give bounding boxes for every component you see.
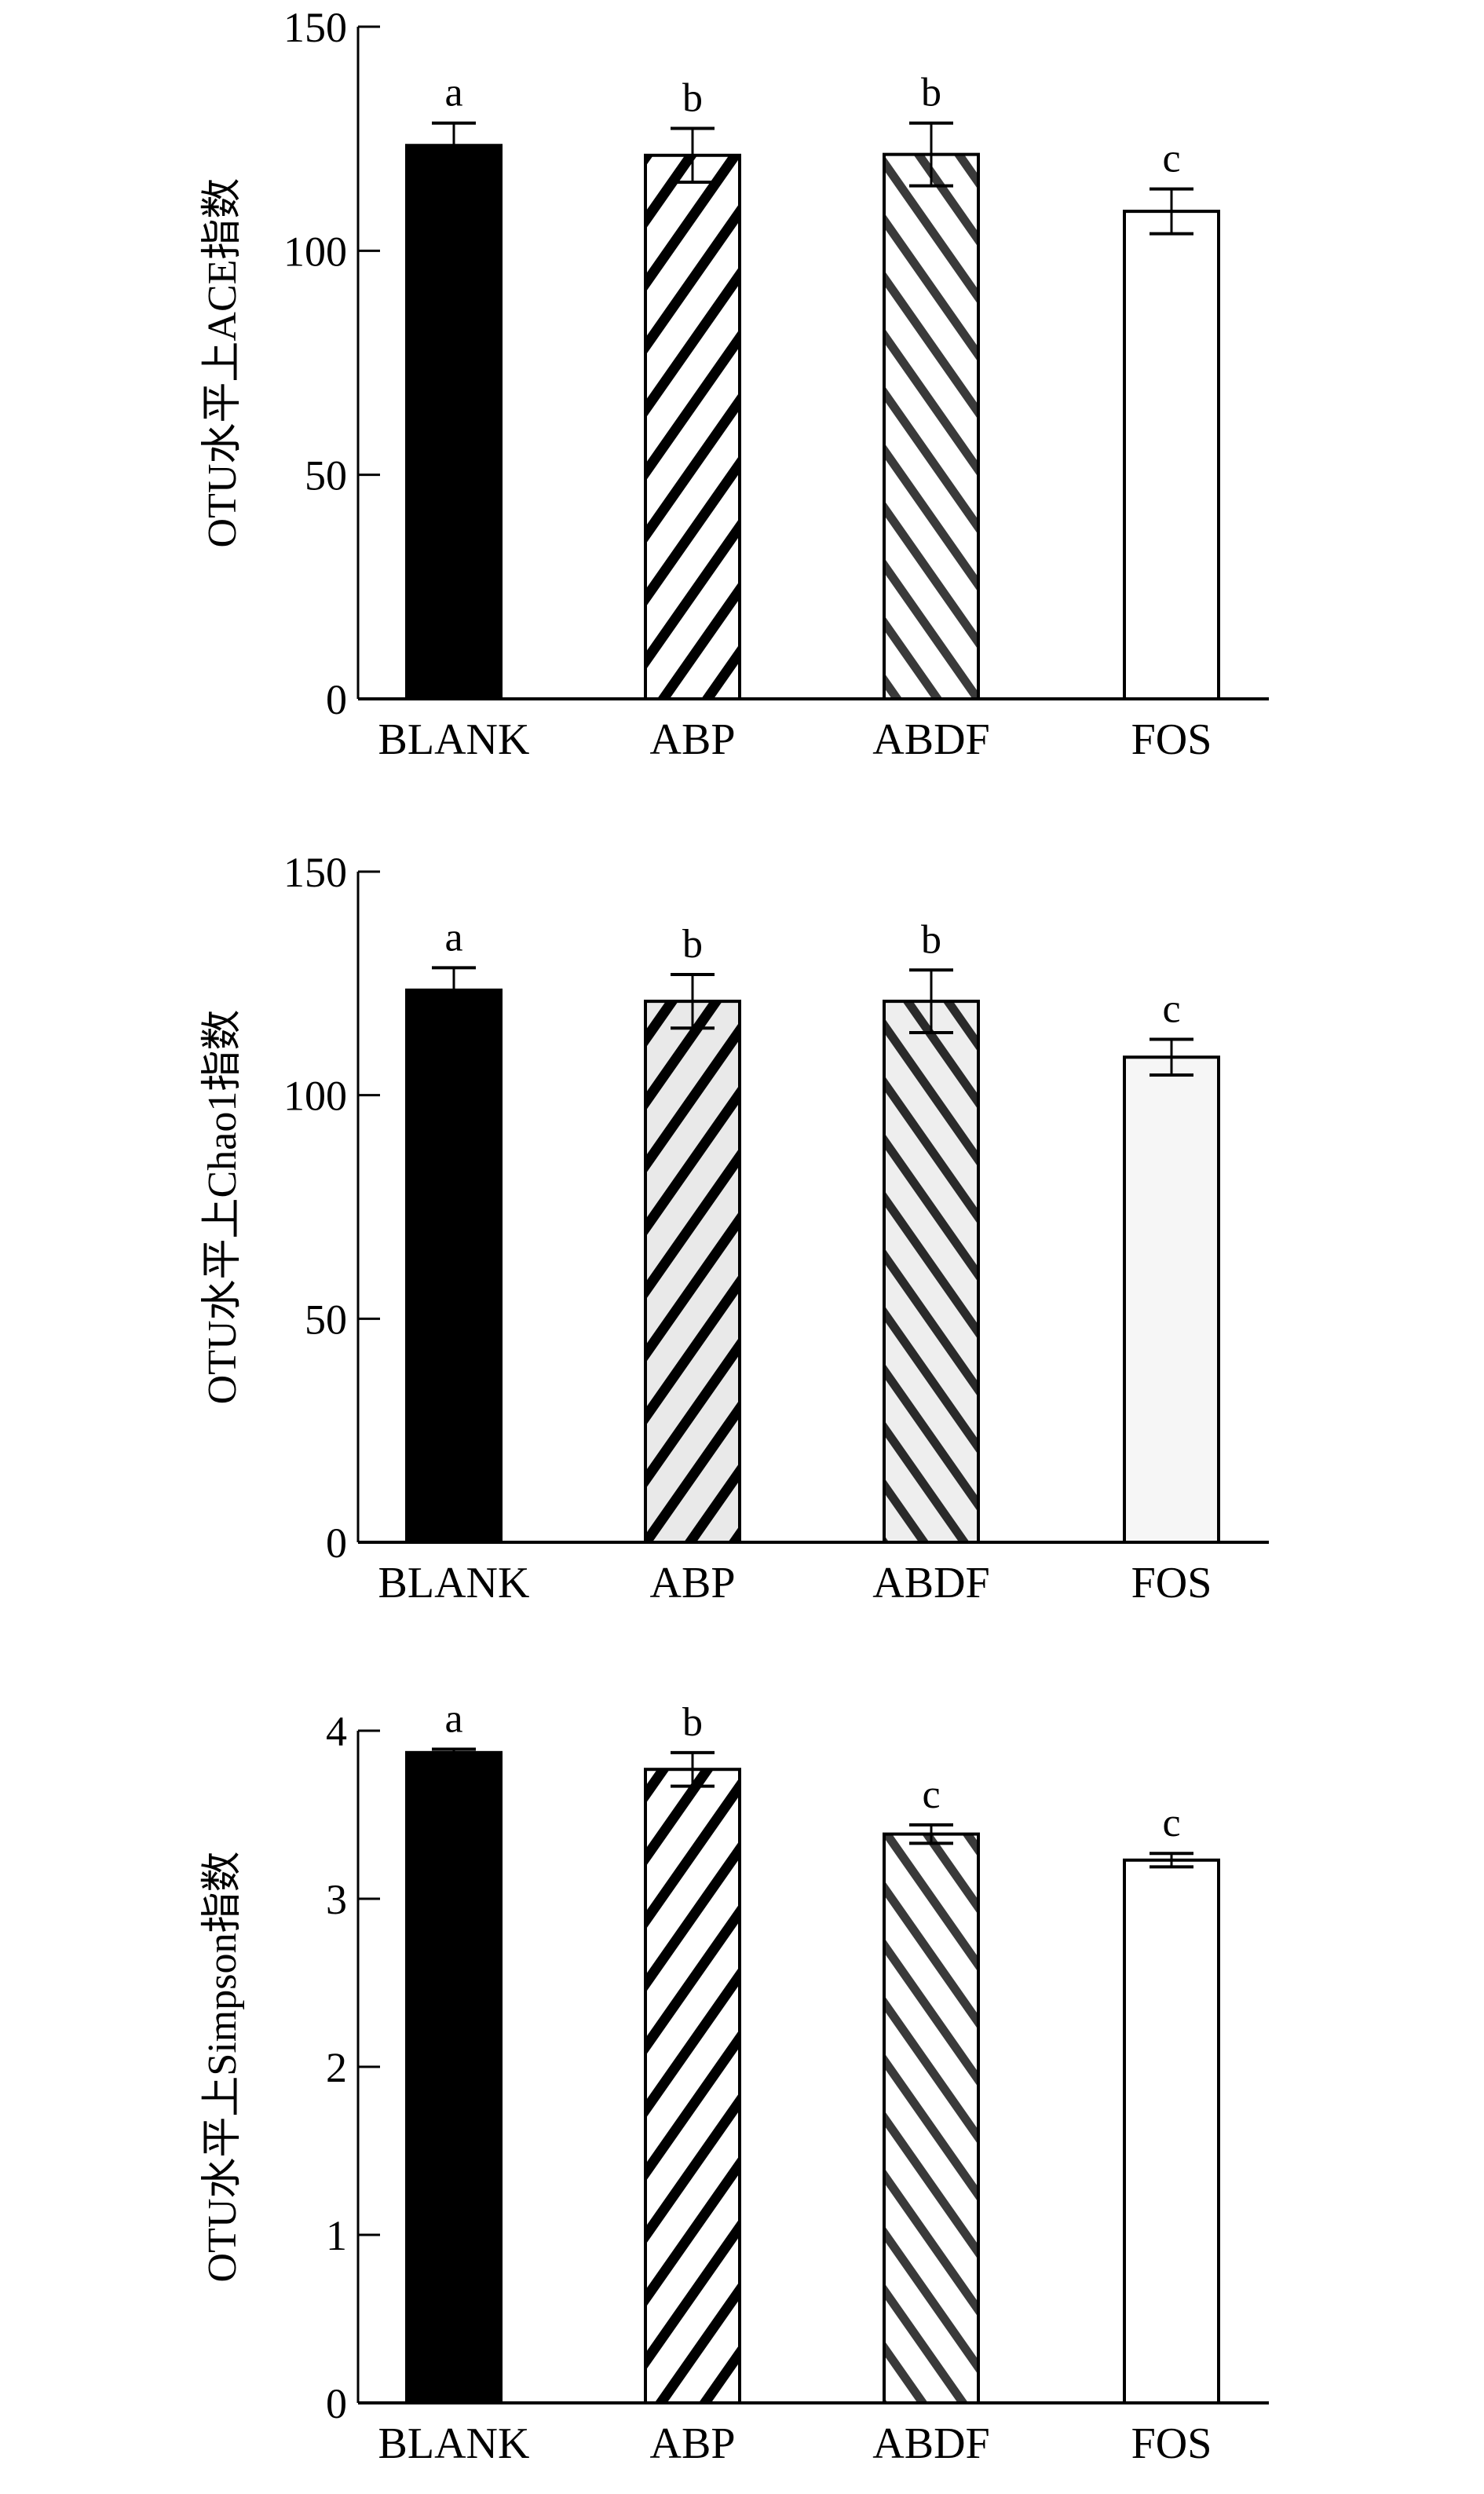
bar-blank [405, 144, 503, 700]
significance-letter: a [444, 915, 462, 960]
x-tick-label: ABP [650, 2419, 736, 2468]
significance-letter: b [682, 922, 703, 967]
y-tick-label: 0 [326, 2380, 347, 2427]
bar-blank [405, 988, 503, 1544]
y-tick-label: 50 [305, 452, 347, 499]
x-tick-label: ABDF [872, 2419, 989, 2468]
x-tick-label: FOS [1131, 2419, 1212, 2468]
x-tick-label: FOS [1131, 715, 1212, 764]
bar-abdf [883, 1000, 980, 1544]
y-tick-label: 150 [283, 4, 347, 51]
y-tick-label: 50 [305, 1296, 347, 1343]
y-tick-label: 3 [326, 1876, 347, 1923]
x-tick-label: ABP [650, 1559, 736, 1607]
y-tick-label: 150 [283, 849, 347, 896]
y-tick-label: 2 [326, 2044, 347, 2091]
y-tick-label: 1 [326, 2212, 347, 2259]
x-tick-label: BLANK [378, 1559, 530, 1607]
significance-letter: a [444, 71, 462, 115]
significance-letter: b [921, 917, 941, 962]
x-tick-label: ABP [650, 715, 736, 764]
bar-abp [644, 1000, 741, 1544]
bar-fos [1123, 1055, 1220, 1544]
bar-blank [405, 1750, 503, 2405]
y-tick-label: 0 [326, 1519, 347, 1567]
y-axis-title: OTU水平上Chao1指数 [200, 1010, 245, 1405]
chart-panel-1: 0 50 100 150 OTU水平上ACE指数 a BLANK b ABP b ABDF c FOS [200, 4, 1269, 764]
x-tick-label: ABDF [872, 1559, 989, 1607]
bar-abdf [883, 152, 980, 700]
significance-letter: c [1162, 1801, 1180, 1845]
significance-letter: c [1162, 137, 1180, 181]
significance-letter: a [444, 1697, 462, 1742]
chart-panel-3: 0 1 2 3 4 OTU水平上Simpson指数 a BLANK b ABP c ABDF c FOS [200, 1697, 1269, 2468]
bar-fos [1123, 1858, 1220, 2404]
x-tick-label: FOS [1131, 1559, 1212, 1607]
y-axis-title: OTU水平上Simpson指数 [200, 1852, 245, 2283]
bar-fos [1123, 210, 1220, 700]
y-tick-label: 100 [283, 228, 347, 275]
x-tick-label: BLANK [378, 2419, 530, 2468]
y-tick-label: 4 [326, 1708, 347, 1755]
significance-letter: b [921, 71, 941, 115]
bar-abp [644, 1768, 741, 2404]
significance-letter: c [1162, 987, 1180, 1032]
x-tick-label: ABDF [872, 715, 989, 764]
y-tick-label: 100 [283, 1073, 347, 1120]
significance-letter: b [682, 76, 703, 121]
bar-abdf [883, 1832, 980, 2405]
y-axis-title: OTU水平上ACE指数 [200, 178, 245, 548]
bar-abp [644, 153, 741, 701]
significance-letter: c [922, 1772, 940, 1817]
x-tick-label: BLANK [378, 715, 530, 764]
significance-letter: b [682, 1700, 703, 1745]
y-tick-label: 0 [326, 676, 347, 723]
chart-panel-2: 0 50 100 150 OTU水平上Chao1指数 a BLANK b ABP b ABDF c FO… [200, 849, 1269, 1607]
